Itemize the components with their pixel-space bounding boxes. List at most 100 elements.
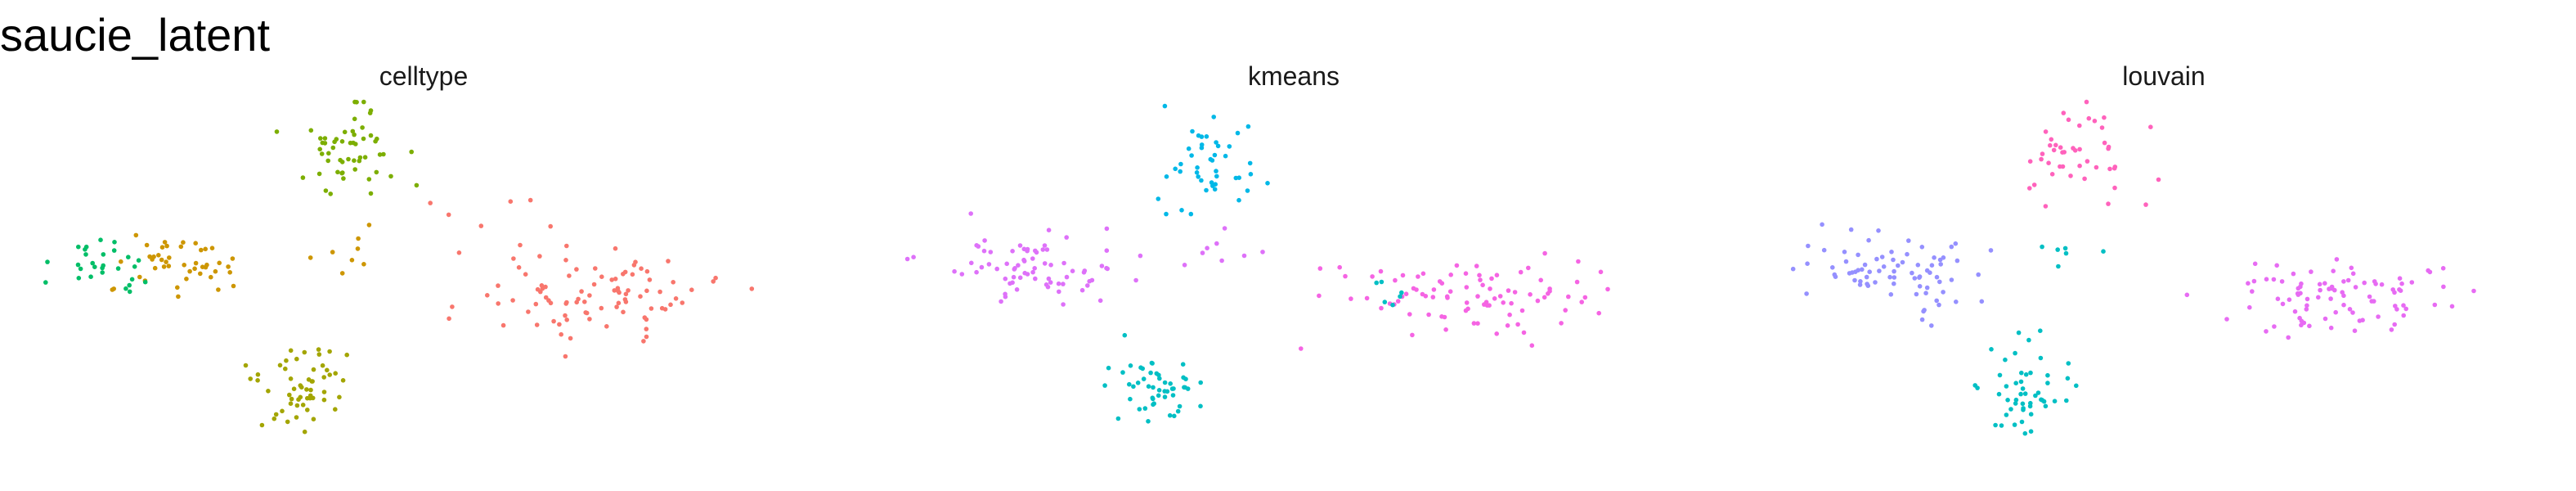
celltype-point-3-205 [90, 260, 95, 266]
kmeans-point-2-148 [1105, 266, 1110, 272]
celltype-point-4-266 [298, 383, 303, 388]
kmeans-point-3-210 [1106, 365, 1111, 371]
louvain-point-4-257 [2062, 246, 2068, 251]
celltype-point-6-285 [548, 223, 553, 229]
kmeans-point-1-132 [1403, 291, 1409, 297]
kmeans-point-2-180 [1089, 277, 1095, 283]
celltype-point-4-243 [300, 403, 306, 408]
celltype-point-2-150 [144, 242, 150, 248]
kmeans-point-1-122 [1547, 289, 1552, 294]
kmeans-point-3-238 [1120, 370, 1125, 375]
louvain-point-1-98 [2360, 318, 2365, 323]
louvain-point-1-130 [2373, 282, 2378, 286]
kmeans-point-3-231 [1140, 366, 1145, 372]
celltype-point-4-241 [289, 396, 294, 402]
kmeans-point-1-134 [1431, 287, 1437, 292]
kmeans-point-1-46 [1521, 330, 1527, 336]
kmeans-point-0-25 [1199, 178, 1204, 183]
celltype-point-4-256 [287, 392, 292, 398]
points-louvain [1790, 99, 2476, 436]
kmeans-point-3-224 [1146, 384, 1151, 390]
panel-title-celltype: celltype [379, 61, 469, 91]
louvain-point-3-244 [2028, 400, 2033, 406]
louvain-point-3-224 [2065, 376, 2071, 381]
celltype-point-1-121 [316, 171, 322, 177]
kmeans-point-3-248 [1128, 363, 1133, 368]
celltype-point-3-214 [100, 270, 105, 275]
louvain-point-0-23 [2148, 124, 2153, 129]
kmeans-point-3-255 [1149, 360, 1155, 366]
kmeans-point-1-119 [1343, 273, 1348, 279]
louvain-point-0-37 [2066, 117, 2071, 123]
kmeans-point-1-120 [1574, 279, 1580, 285]
celltype-point-5-273 [330, 250, 335, 255]
celltype-point-0-84 [641, 339, 646, 344]
louvain-point-3-236 [2004, 412, 2009, 417]
kmeans-point-2-201 [952, 268, 957, 274]
celltype-point-4-228 [311, 417, 316, 421]
celltype-point-4-264 [310, 395, 316, 401]
kmeans-point-0-3 [1227, 144, 1232, 149]
kmeans-point-2-161 [1082, 268, 1088, 273]
louvain-point-2-138 [1881, 264, 1887, 269]
louvain-point-0-4 [2082, 176, 2087, 182]
celltype-point-0-57 [567, 273, 572, 278]
celltype-point-4-225 [333, 407, 338, 412]
louvain-point-3-213 [2022, 430, 2028, 436]
celltype-point-4-227 [327, 372, 333, 377]
celltype-point-2-171 [199, 247, 204, 253]
kmeans-point-1-84 [1519, 308, 1525, 313]
celltype-point-3-191 [83, 252, 88, 257]
kmeans-point-2-147 [1064, 235, 1069, 240]
celltype-point-2-158 [161, 264, 167, 269]
celltype-point-0-37 [539, 283, 545, 288]
louvain-point-1-106 [2341, 293, 2346, 299]
louvain-point-5-262 [1954, 300, 1959, 304]
louvain-point-1-48 [2304, 303, 2309, 309]
kmeans-point-2-175 [1030, 256, 1035, 261]
kmeans-point-1-99 [1454, 263, 1460, 268]
kmeans-point-1-77 [1317, 266, 1323, 271]
celltype-point-0-60 [496, 301, 500, 306]
celltype-point-2-178 [193, 260, 199, 266]
celltype-point-0-29 [557, 322, 562, 327]
kmeans-point-3-234 [1150, 395, 1156, 401]
louvain-point-2-201 [1949, 244, 1954, 250]
louvain-point-1-74 [2432, 302, 2438, 308]
kmeans-point-2-168 [1048, 263, 1053, 268]
louvain-point-2-200 [1887, 274, 1892, 280]
louvain-point-2-193 [1917, 275, 1922, 281]
celltype-point-2-177 [159, 257, 164, 263]
celltype-point-4-233 [255, 372, 261, 377]
points-celltype [43, 99, 755, 435]
celltype-point-1-115 [375, 136, 379, 142]
louvain-point-2-179 [1866, 237, 1871, 243]
kmeans-point-0-32 [1247, 160, 1253, 166]
celltype-point-0-13 [563, 258, 568, 263]
celltype-point-2-149 [213, 268, 218, 274]
kmeans-point-0-37 [1211, 115, 1216, 119]
kmeans-point-1-124 [1535, 298, 1541, 304]
celltype-point-1-113 [335, 169, 340, 175]
celltype-point-0-72 [537, 254, 542, 259]
kmeans-point-3-253 [1148, 370, 1153, 376]
louvain-point-2-154 [1953, 241, 1959, 246]
louvain-point-1-78 [2272, 324, 2277, 329]
louvain-point-4-259 [2101, 249, 2106, 255]
celltype-point-4-258 [298, 394, 303, 400]
celltype-point-2-147 [176, 294, 181, 300]
louvain-point-3-237 [2020, 386, 2026, 391]
celltype-point-0-52 [644, 288, 649, 294]
celltype-point-1-112 [352, 132, 357, 137]
louvain-point-1-50 [2401, 313, 2406, 318]
louvain-point-1-71 [2426, 268, 2430, 273]
louvain-point-3-225 [2043, 403, 2049, 409]
louvain-point-1-55 [2252, 261, 2258, 267]
celltype-point-1-104 [342, 129, 348, 135]
kmeans-point-0-7 [1233, 175, 1239, 181]
kmeans-point-2-197 [1025, 246, 1030, 252]
kmeans-point-5-268 [1205, 246, 1209, 251]
celltype-point-2-146 [162, 240, 168, 245]
louvain-point-1-83 [2369, 299, 2374, 304]
celltype-point-0-59 [647, 277, 653, 282]
